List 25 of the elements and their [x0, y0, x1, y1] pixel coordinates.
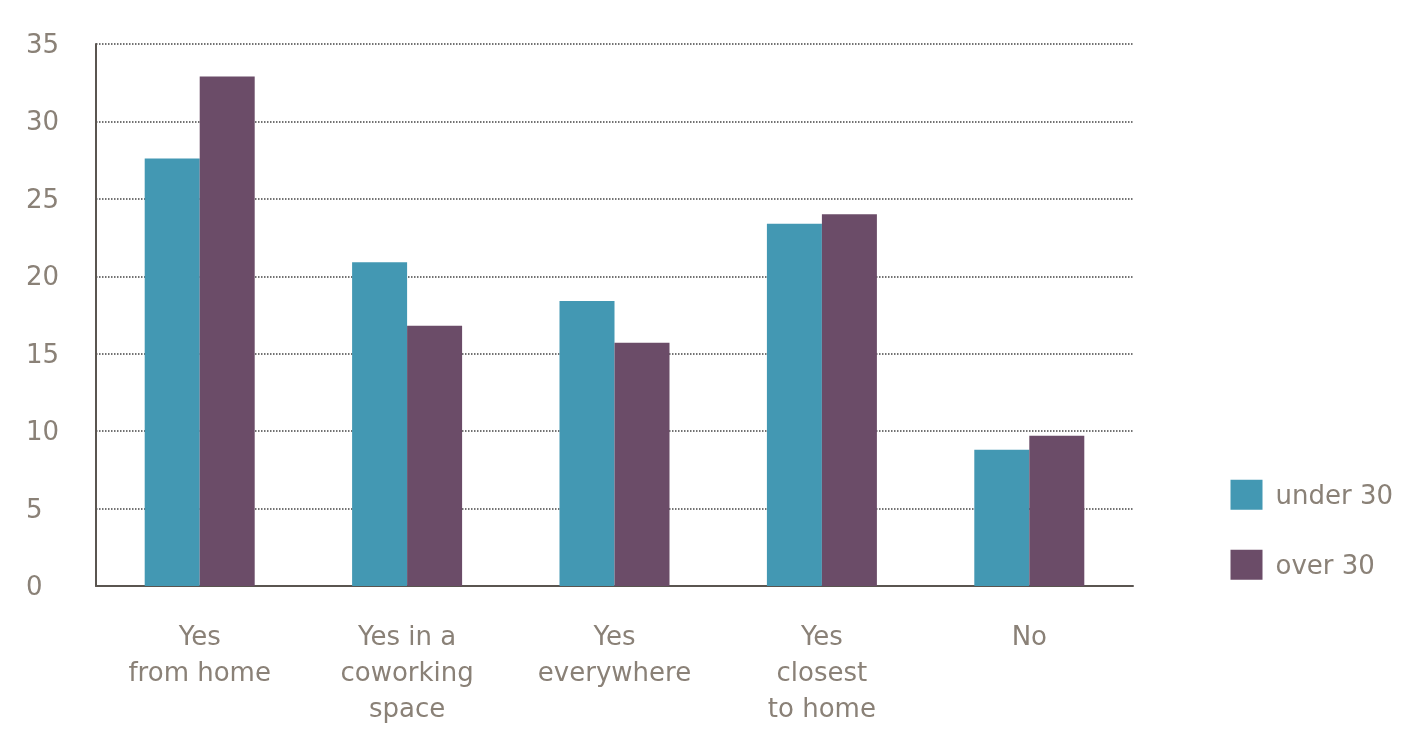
x-tick-label: Yes in a coworking space — [340, 621, 474, 723]
x-tick-label: Yes everywhere — [537, 621, 692, 687]
x-tick-label: Yes from home — [128, 621, 271, 687]
x-tick-label: Yes closest to home — [767, 621, 876, 723]
y-tick-label: 30 — [26, 106, 60, 137]
y-tick-label: 35 — [26, 29, 60, 59]
y-tick-label: 15 — [26, 338, 60, 369]
bar — [614, 342, 670, 586]
bar — [821, 214, 877, 586]
y-tick-label: 0 — [26, 571, 43, 601]
legend-label: under 30 — [1275, 479, 1393, 510]
bar — [407, 325, 463, 586]
y-tick-label: 5 — [26, 493, 43, 524]
x-tick-label: No — [1011, 621, 1047, 651]
bar — [766, 223, 822, 586]
bar — [144, 158, 200, 586]
bar — [199, 76, 255, 586]
legend-label: over 30 — [1275, 549, 1375, 580]
y-tick-label: 25 — [26, 183, 60, 214]
bar — [559, 301, 615, 586]
bar — [1029, 435, 1085, 586]
bar — [974, 449, 1030, 586]
bar — [352, 262, 408, 586]
y-tick-label: 20 — [26, 261, 60, 292]
y-tick-label: 10 — [26, 416, 60, 447]
